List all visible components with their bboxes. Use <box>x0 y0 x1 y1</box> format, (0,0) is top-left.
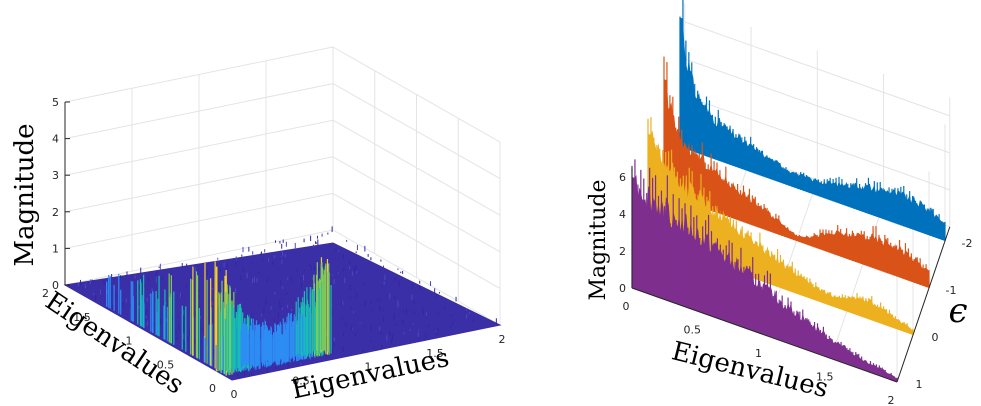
grid-line-horizontal <box>684 58 950 154</box>
grid-line-horizontal <box>332 83 501 180</box>
grid-line-horizontal <box>64 119 334 176</box>
epsilon-tick-label: -2 <box>962 237 973 250</box>
grid-line-horizontal <box>684 95 950 191</box>
epsilon-axis-line <box>896 226 951 383</box>
x-tick-label: 1.5 <box>426 347 444 360</box>
grid-line-horizontal <box>332 229 501 326</box>
y-tick-label: 0 <box>209 382 216 395</box>
z-tick-label: 4 <box>52 133 59 146</box>
x-tick-label: 0.5 <box>292 374 310 387</box>
z-tick-label: 2 <box>619 245 626 258</box>
x-tick-label: 2 <box>888 394 895 406</box>
grid-line-horizontal <box>332 192 501 289</box>
x-axis-line <box>631 287 898 383</box>
y-tick-label: 0.5 <box>157 358 175 371</box>
x-tick-label: 1 <box>755 347 762 360</box>
x-tick-label: 2 <box>499 333 506 346</box>
epsilon-tick-label: 1 <box>916 378 923 391</box>
grid-line-horizontal <box>64 46 334 103</box>
z-axis-label: Magnitude <box>586 179 611 300</box>
x-tick-label: 0 <box>231 388 238 401</box>
grid-line-horizontal <box>64 192 334 249</box>
grid-line-horizontal <box>64 229 334 286</box>
y-tick-label: 1.5 <box>73 311 91 324</box>
epsilon-tick-label: -1 <box>946 284 957 297</box>
z-tick-label: 0 <box>52 279 59 292</box>
grid-line-horizontal <box>332 119 501 216</box>
x-tick-label: 1.5 <box>816 371 834 384</box>
surface-plot: 00.511.5200.511.52012345MagnitudeEigenva… <box>10 46 506 405</box>
epsilon-axis-label: ϵ <box>948 291 967 331</box>
grid-line-horizontal <box>332 46 501 143</box>
z-tick-label: 0 <box>619 282 626 295</box>
z-tick-label: 3 <box>52 169 59 182</box>
x-tick-label: 0.5 <box>684 324 702 337</box>
grid-line-floor <box>830 203 885 359</box>
epsilon-tick-label: 0 <box>932 331 939 344</box>
grid-line-horizontal <box>332 156 501 253</box>
y-tick-label: 2 <box>42 287 49 300</box>
grid-line-horizontal <box>684 21 950 117</box>
z-tick-label: 6 <box>619 171 626 184</box>
z-tick-label: 5 <box>52 96 59 109</box>
grid-line-horizontal <box>64 156 334 213</box>
z-axis-label: Magnitude <box>10 123 40 266</box>
histogram-series-area <box>664 79 929 288</box>
x-tick-label: 1 <box>365 361 372 374</box>
z-tick-label: 2 <box>52 206 59 219</box>
z-tick-label: 4 <box>619 208 626 221</box>
x-tick-label: 0 <box>623 300 630 313</box>
z-tick-label: 1 <box>52 242 59 255</box>
grid-line-horizontal <box>64 83 334 140</box>
y-tick-label: 1 <box>126 335 133 348</box>
